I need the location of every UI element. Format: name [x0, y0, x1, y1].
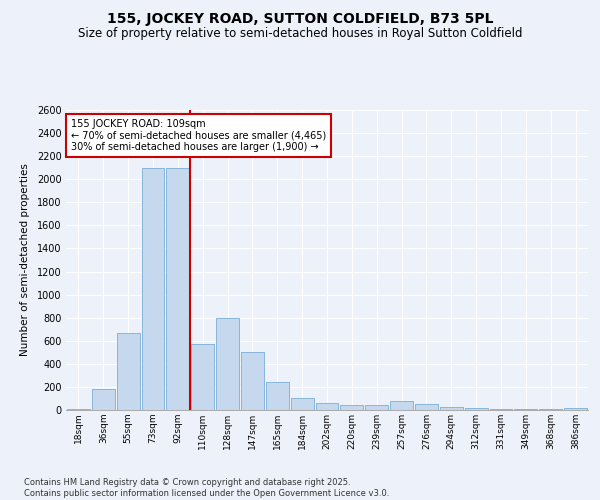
Bar — [415, 404, 438, 410]
Bar — [266, 382, 289, 410]
Bar — [465, 408, 488, 410]
Bar — [166, 168, 189, 410]
Bar — [117, 332, 140, 410]
Bar — [316, 402, 338, 410]
Bar — [291, 398, 314, 410]
Bar — [92, 388, 115, 410]
Bar — [191, 344, 214, 410]
Bar — [440, 406, 463, 410]
Bar — [564, 408, 587, 410]
Text: 155 JOCKEY ROAD: 109sqm
← 70% of semi-detached houses are smaller (4,465)
30% of: 155 JOCKEY ROAD: 109sqm ← 70% of semi-de… — [71, 119, 326, 152]
Text: Size of property relative to semi-detached houses in Royal Sutton Coldfield: Size of property relative to semi-detach… — [78, 28, 522, 40]
Text: 155, JOCKEY ROAD, SUTTON COLDFIELD, B73 5PL: 155, JOCKEY ROAD, SUTTON COLDFIELD, B73 … — [107, 12, 493, 26]
Bar — [216, 318, 239, 410]
Bar — [142, 168, 164, 410]
Bar — [365, 405, 388, 410]
Y-axis label: Number of semi-detached properties: Number of semi-detached properties — [20, 164, 30, 356]
Bar — [241, 352, 264, 410]
Bar — [340, 405, 363, 410]
Bar — [390, 401, 413, 410]
Text: Contains HM Land Registry data © Crown copyright and database right 2025.
Contai: Contains HM Land Registry data © Crown c… — [24, 478, 389, 498]
